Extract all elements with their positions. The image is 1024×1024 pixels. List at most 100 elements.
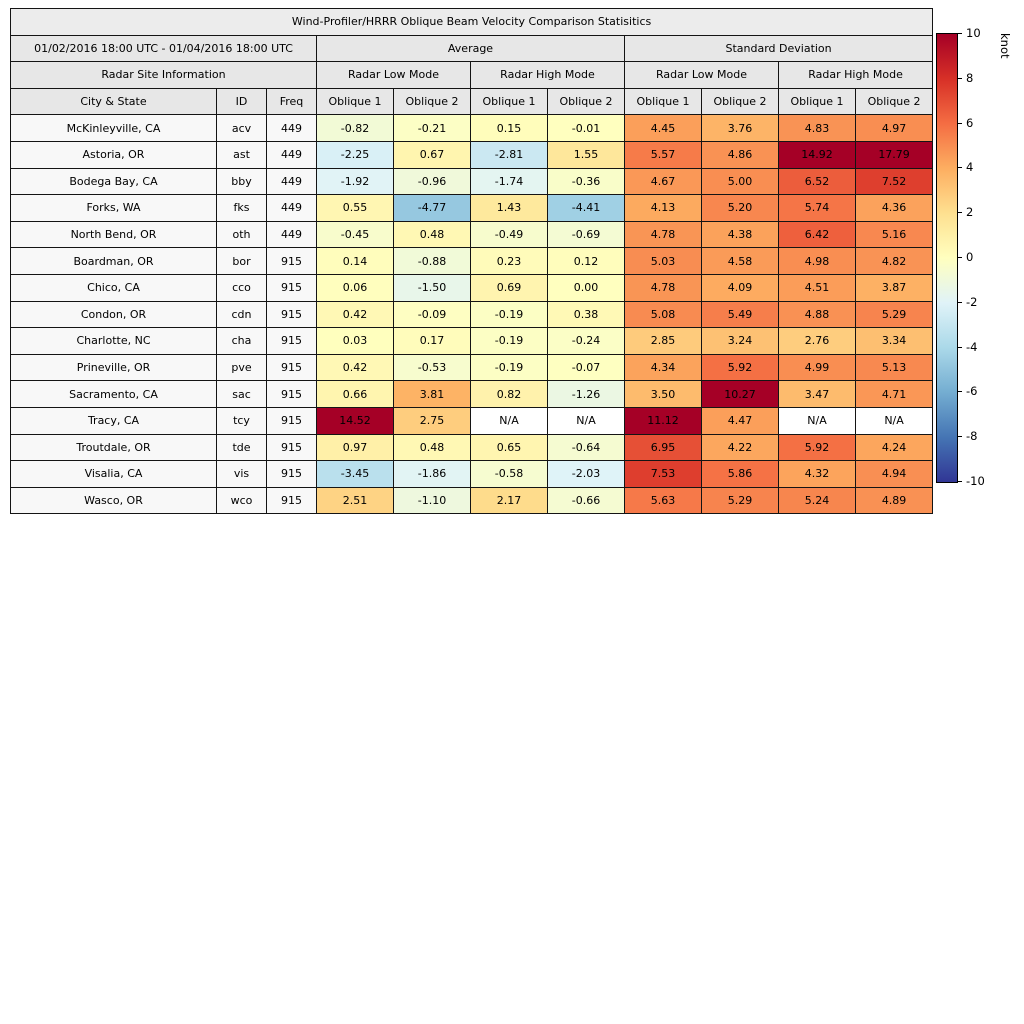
value-cell: 4.38 <box>701 220 779 249</box>
value-cell: 4.45 <box>624 114 702 142</box>
cell-id: acv <box>216 114 267 142</box>
value-cell: 5.57 <box>624 140 702 169</box>
value-cell: 0.42 <box>316 300 394 329</box>
colorbar-tick-label: -4 <box>966 339 978 354</box>
value-cell: 14.92 <box>778 140 856 169</box>
value-cell: 10.27 <box>701 380 779 408</box>
oblique2-col-header: Oblique 2 <box>854 87 934 116</box>
value-cell: 5.86 <box>701 460 779 488</box>
value-cell: 4.71 <box>854 380 934 408</box>
colorbar-tick-label: 2 <box>966 205 974 220</box>
value-cell: 4.47 <box>701 406 779 435</box>
value-cell: -0.49 <box>470 220 548 249</box>
value-cell: 4.83 <box>778 114 856 142</box>
colorbar-tick-mark <box>958 77 962 79</box>
value-cell: 4.36 <box>854 194 934 222</box>
value-cell: -1.50 <box>393 273 471 302</box>
cell-freq: 915 <box>266 247 317 275</box>
value-cell: -0.21 <box>393 114 471 142</box>
oblique1-col-header: Oblique 1 <box>624 87 702 116</box>
colorbar-tick-label: 0 <box>966 250 974 264</box>
cell-id: bby <box>216 167 267 196</box>
colorbar-tick-mark <box>958 391 962 393</box>
oblique1-col-header: Oblique 1 <box>778 87 856 116</box>
period-label: 01/02/2016 18:00 UTC - 01/04/2016 18:00 … <box>10 34 317 63</box>
value-cell: 0.17 <box>393 327 471 355</box>
cell-city: Boardman, OR <box>10 247 217 275</box>
cell-freq: 915 <box>266 273 317 302</box>
value-cell: 0.06 <box>316 273 394 302</box>
stddev-group-header: Standard Deviation <box>623 34 934 63</box>
value-cell: 3.87 <box>854 273 934 302</box>
colorbar-tick-label: 8 <box>966 70 974 85</box>
table-row: Tracy, CA tcy 915 14.52 2.75 N/A N/A 11.12 4.47 N… <box>10 406 934 435</box>
cell-freq: 449 <box>266 194 317 222</box>
value-cell: 4.34 <box>624 353 702 382</box>
value-cell: -0.88 <box>393 247 471 275</box>
value-cell: -1.26 <box>547 380 625 408</box>
value-cell: 5.63 <box>624 486 702 515</box>
value-cell: 4.24 <box>854 433 934 462</box>
value-cell: 3.24 <box>701 327 779 355</box>
colorbar-tick-mark <box>958 346 962 348</box>
table-title: Wind-Profiler/HRRR Oblique Beam Velocity… <box>9 8 934 36</box>
cell-id: tcy <box>216 406 267 435</box>
colorbar-tick-mark <box>958 481 962 482</box>
oblique2-col-header: Oblique 2 <box>547 87 625 116</box>
cell-id: bor <box>216 247 267 275</box>
value-cell: 0.42 <box>316 353 394 382</box>
value-cell: 0.82 <box>470 380 548 408</box>
value-cell: -2.81 <box>470 140 548 169</box>
value-cell: 0.38 <box>547 300 625 329</box>
value-cell: 0.97 <box>316 433 394 462</box>
value-cell: 4.88 <box>778 300 856 329</box>
value-cell: 1.55 <box>547 140 625 169</box>
value-cell: 5.92 <box>778 433 856 462</box>
value-cell: 5.92 <box>701 353 779 382</box>
value-cell: 0.00 <box>547 273 625 302</box>
colorbar-tick-mark <box>958 301 962 303</box>
cell-freq: 915 <box>266 486 317 515</box>
colorbar-tick-mark <box>958 257 962 258</box>
value-cell: -0.69 <box>547 220 625 249</box>
value-cell: -0.66 <box>547 486 625 515</box>
cell-id: cdn <box>216 300 267 329</box>
value-cell: 2.75 <box>393 406 471 435</box>
cell-id: vis <box>216 460 267 488</box>
cell-freq: 915 <box>266 327 317 355</box>
value-cell: 4.67 <box>624 167 702 196</box>
value-cell: -1.74 <box>470 167 548 196</box>
value-cell: 4.99 <box>778 353 856 382</box>
value-cell: -0.19 <box>470 353 548 382</box>
cell-id: sac <box>216 380 267 408</box>
cell-city: Sacramento, CA <box>10 380 217 408</box>
value-cell: 5.29 <box>854 300 934 329</box>
value-cell: -0.64 <box>547 433 625 462</box>
header-row-period: 01/02/2016 18:00 UTC - 01/04/2016 18:00 … <box>10 34 934 63</box>
value-cell: 4.78 <box>624 220 702 249</box>
cell-id: wco <box>216 486 267 515</box>
value-cell: 0.23 <box>470 247 548 275</box>
value-cell: 0.66 <box>316 380 394 408</box>
value-cell: -0.53 <box>393 353 471 382</box>
value-cell: 2.17 <box>470 486 548 515</box>
value-cell: -4.41 <box>547 194 625 222</box>
value-cell: -0.36 <box>547 167 625 196</box>
table-row: Sacramento, CA sac 915 0.66 3.81 0.82 -1.26 3.5… <box>10 380 934 408</box>
oblique1-col-header: Oblique 1 <box>316 87 394 116</box>
freq-col-header: Freq <box>266 87 317 116</box>
colorbar-unit-label: knot <box>998 33 1012 59</box>
value-cell: 4.97 <box>854 114 934 142</box>
value-cell: -0.96 <box>393 167 471 196</box>
value-cell: 3.34 <box>854 327 934 355</box>
value-cell: -0.01 <box>547 114 625 142</box>
value-cell: N/A <box>547 406 625 435</box>
cell-city: Wasco, OR <box>10 486 217 515</box>
colorbar-tick-label: -6 <box>966 384 978 399</box>
value-cell: 0.12 <box>547 247 625 275</box>
colorbar-tick-label: -2 <box>966 294 978 309</box>
cell-city: Chico, CA <box>10 273 217 302</box>
value-cell: -0.09 <box>393 300 471 329</box>
value-cell: 11.12 <box>624 406 702 435</box>
